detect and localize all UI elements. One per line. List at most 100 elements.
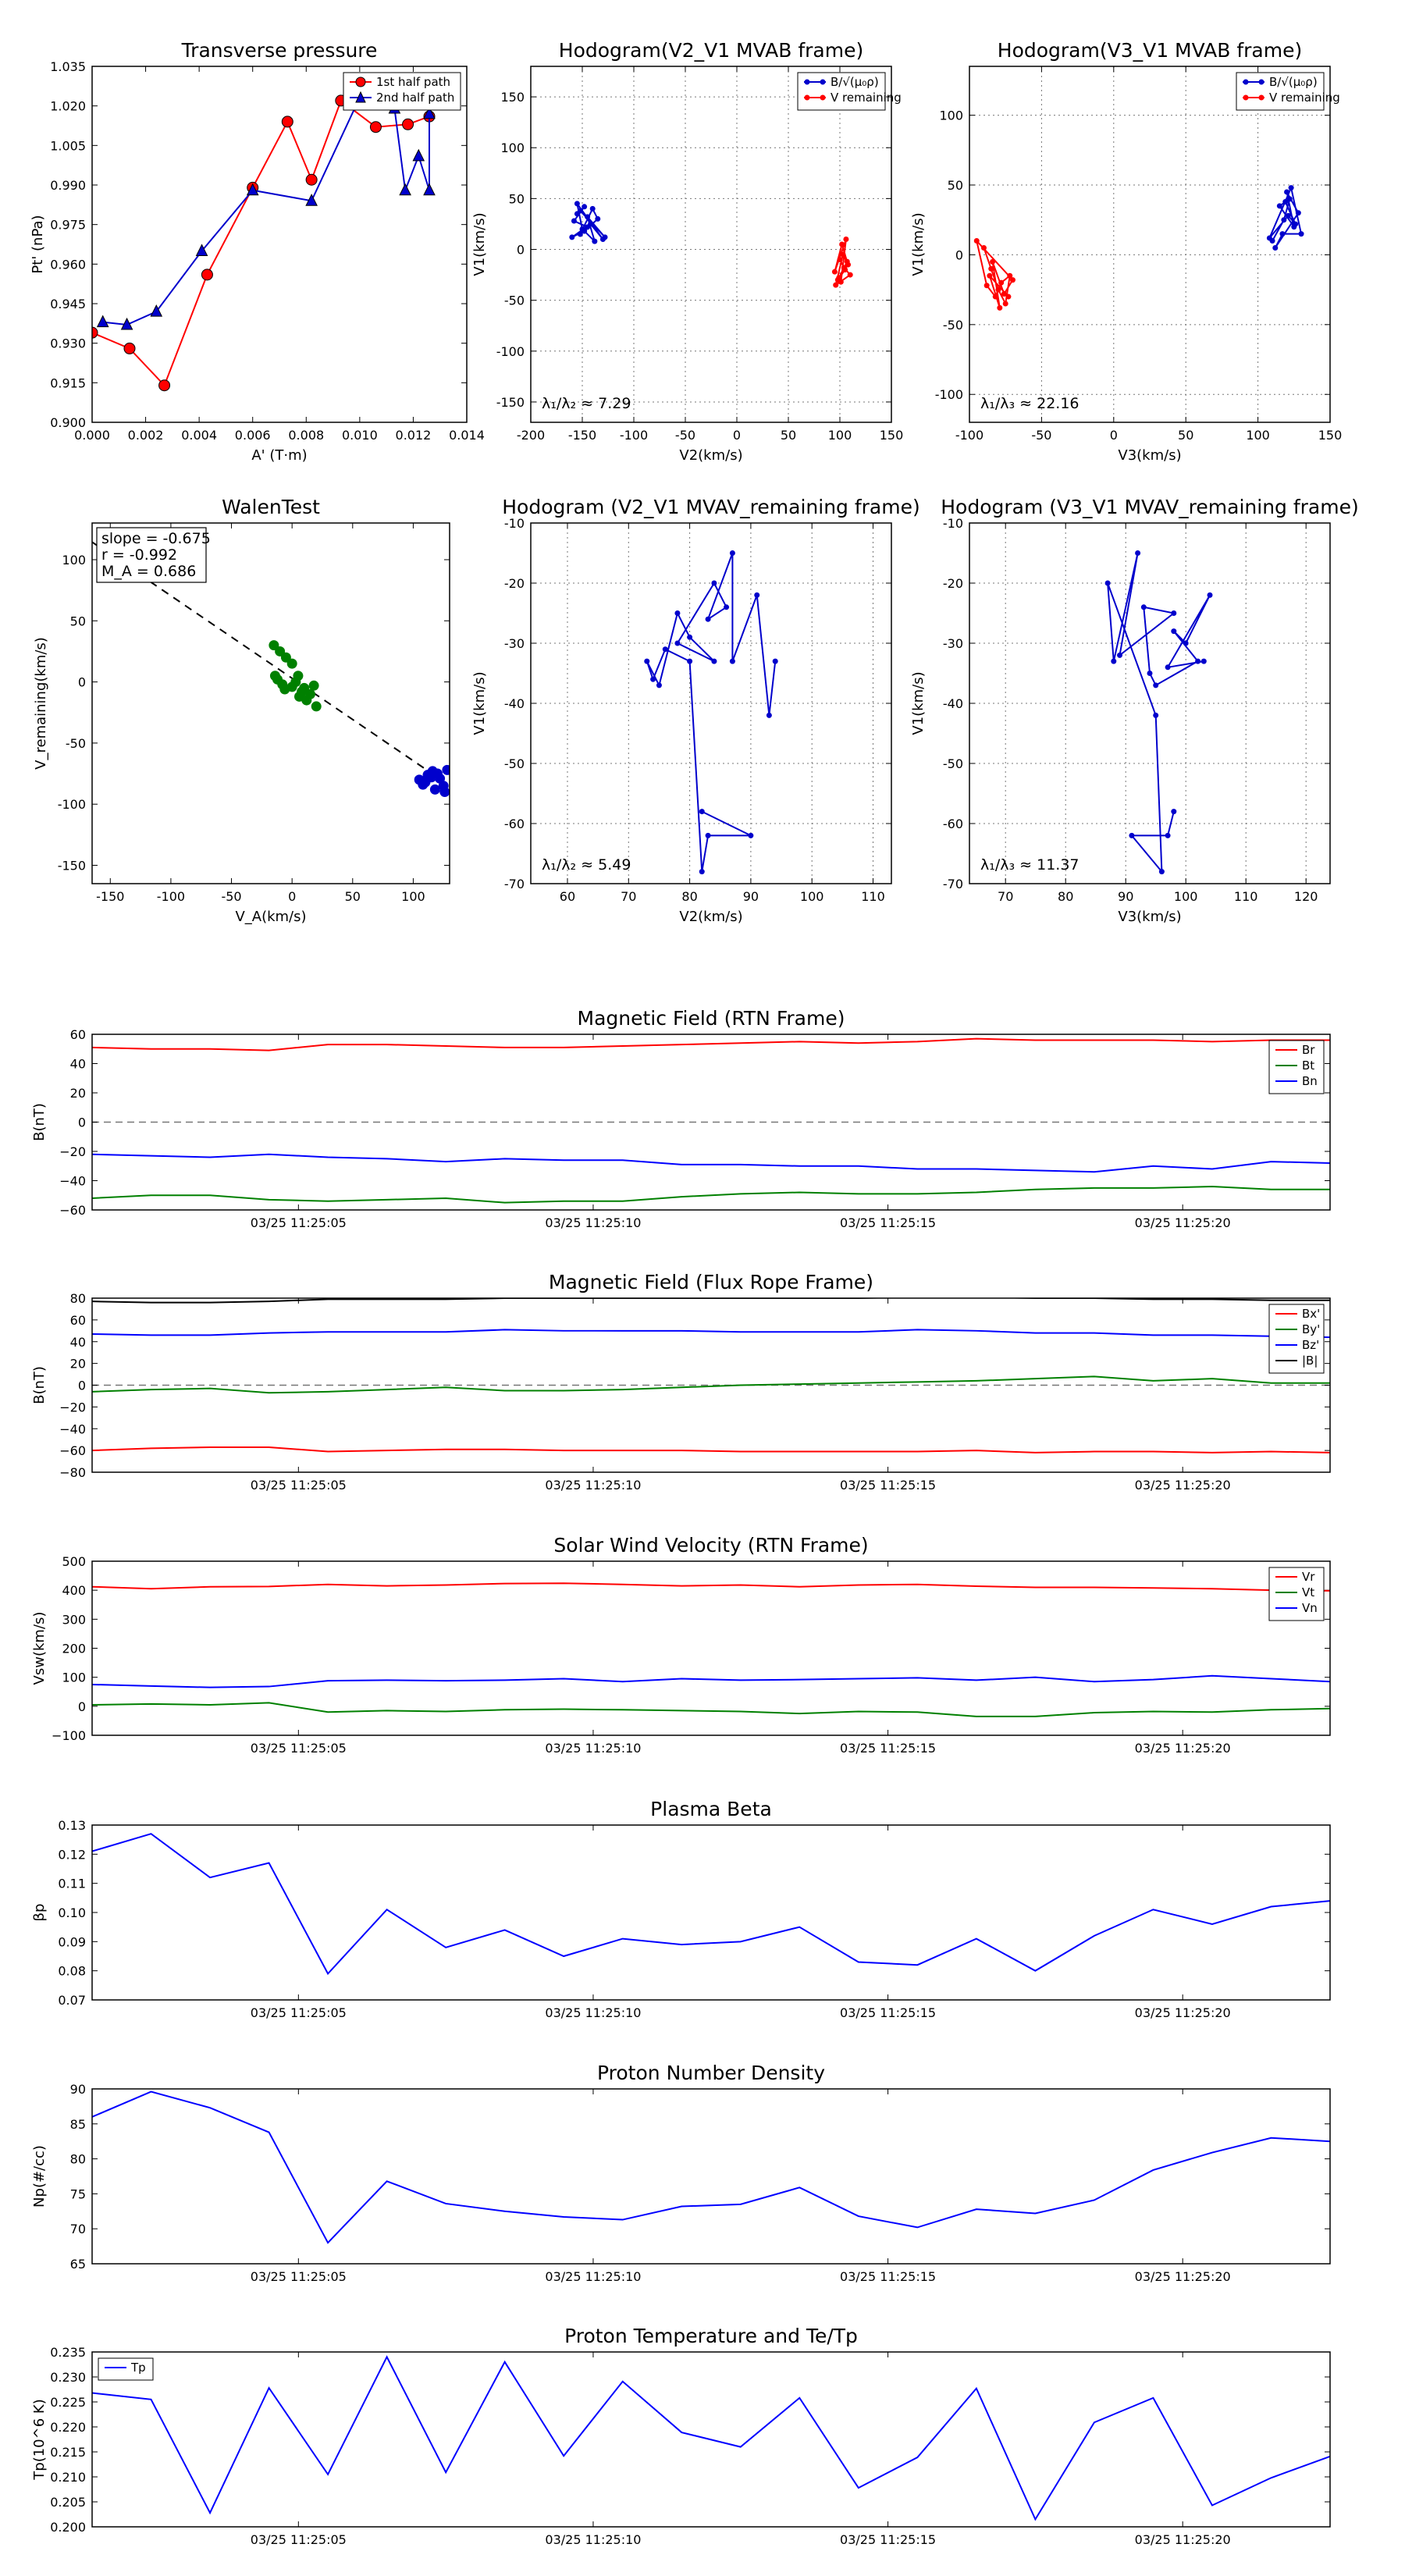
- y-tick-label: -10: [943, 516, 963, 531]
- y-tick-label: -20: [504, 576, 525, 591]
- plot-area: [92, 1582, 1330, 1717]
- y-tick-label: -70: [504, 877, 525, 891]
- y-tick-label: -50: [504, 294, 525, 308]
- data-point: [831, 269, 838, 275]
- y-tick-label: 0.230: [50, 2370, 86, 2385]
- y-tick-label: 0.900: [50, 415, 86, 430]
- x-tick-label: 150: [1318, 428, 1343, 443]
- data-point: [1295, 210, 1301, 216]
- plot-area: [644, 550, 778, 875]
- data-point: [595, 215, 601, 222]
- legend-marker: [1258, 79, 1264, 85]
- data-point: [1282, 198, 1289, 205]
- data-point: [656, 682, 662, 688]
- x-tick-label: 03/25 11:25:10: [545, 1741, 641, 1756]
- data-point: [705, 832, 711, 838]
- x-tick-label: 80: [1058, 889, 1073, 904]
- data-point: [602, 234, 608, 240]
- y-axis-label: Vsw(km/s): [31, 1612, 48, 1685]
- data-point: [429, 784, 440, 795]
- chart-hodo4: Hodogram (V3_V1 MVAV_remaining frame) 70 8…: [910, 496, 1359, 925]
- x-axis-label: A' (T·m): [251, 447, 307, 464]
- x-tick-label: 03/25 11:25:05: [251, 2005, 347, 2020]
- data-point: [674, 610, 681, 616]
- data-point: [840, 251, 846, 258]
- x-tick-label: 0.006: [235, 428, 271, 443]
- legend-marker: [804, 79, 810, 85]
- data-point: [1284, 189, 1290, 195]
- series-tp-line: [92, 2355, 1330, 2521]
- data-point: [369, 121, 382, 133]
- data-point: [988, 265, 994, 272]
- legend-box: [797, 72, 886, 111]
- data-point: [201, 269, 213, 281]
- y-tick-label: −60: [59, 1443, 86, 1458]
- x-tick-label: 03/25 11:25:20: [1135, 1741, 1231, 1756]
- data-point: [990, 258, 996, 265]
- data-point: [423, 183, 436, 196]
- x-tick-label: -100: [157, 889, 185, 904]
- y-tick-label: 0.200: [50, 2520, 86, 2535]
- data-point: [995, 286, 1001, 293]
- x-tick-label: 60: [560, 889, 575, 904]
- y-tick-label: 0: [955, 247, 963, 262]
- y-axis-label: Tp(10^6 K): [31, 2399, 48, 2480]
- legend-label: Vr: [1302, 1570, 1315, 1584]
- data-point: [1285, 212, 1291, 219]
- chart-title: Magnetic Field (RTN Frame): [578, 1007, 845, 1030]
- axes-frame: [530, 66, 892, 423]
- series-bt-line: [92, 1185, 1330, 1204]
- y-tick-label: 90: [70, 2082, 86, 2097]
- data-point: [772, 658, 778, 664]
- y-tick-label: 0.915: [50, 375, 86, 390]
- chart-tp: Proton Temperature and Te/Tp 03/25 11:25:…: [31, 2325, 1331, 2547]
- x-tick-label: -50: [221, 889, 241, 904]
- y-tick-label: 0.11: [58, 1877, 86, 1891]
- series-vn-line: [92, 1674, 1330, 1688]
- data-point: [766, 712, 772, 718]
- x-tick-label: 03/25 11:25:05: [251, 2269, 347, 2284]
- y-tick-label: 400: [62, 1583, 86, 1598]
- data-point: [571, 218, 577, 224]
- y-tick-label: 100: [500, 141, 525, 155]
- y-tick-label: 0: [517, 243, 525, 258]
- x-tick-label: 70: [998, 889, 1013, 904]
- y-tick-label: 0.10: [58, 1905, 86, 1920]
- y-tick-label: 200: [62, 1642, 86, 1656]
- data-point: [843, 236, 849, 242]
- data-point: [1207, 592, 1213, 598]
- x-tick-label: 70: [621, 889, 636, 904]
- y-tick-label: 80: [70, 1291, 86, 1306]
- series-beta-line: [92, 1833, 1330, 1976]
- chart-title: Proton Number Density: [597, 2062, 825, 2084]
- data-point: [418, 779, 429, 790]
- chart-pressure: Transverse pressure 0.000 0.002 0.004 0.006 0…: [30, 39, 485, 464]
- data-point: [1288, 185, 1294, 191]
- data-point: [687, 634, 693, 640]
- plot-area: [92, 1833, 1330, 1976]
- series-bn-line: [92, 1153, 1330, 1173]
- data-point: [1001, 290, 1007, 297]
- y-tick-label: 20: [70, 1357, 86, 1372]
- x-tick-label: 50: [1178, 428, 1193, 443]
- y-tick-label: -70: [943, 877, 963, 891]
- stats-box: [96, 527, 207, 583]
- x-tick-label: 0.010: [342, 428, 378, 443]
- series-np-line: [92, 2090, 1330, 2244]
- data-point: [984, 283, 990, 289]
- x-tick-label: 150: [880, 428, 904, 443]
- x-tick-label: 03/25 11:25:10: [545, 2269, 641, 2284]
- legend-marker: [355, 76, 366, 87]
- data-point: [729, 550, 735, 556]
- data-point: [280, 652, 291, 663]
- legend-label: By': [1302, 1322, 1320, 1336]
- data-point: [286, 658, 297, 669]
- chart-walen: WalenTest -150 -100 -50 0 50 100 -150 -100 -50 0 50…: [33, 496, 450, 925]
- data-point: [577, 231, 583, 237]
- legend-label: V remaining: [831, 91, 902, 105]
- y-tick-label: -30: [504, 636, 525, 651]
- legend-label: Bx': [1302, 1307, 1320, 1321]
- x-tick-label: 03/25 11:25:15: [840, 1478, 936, 1493]
